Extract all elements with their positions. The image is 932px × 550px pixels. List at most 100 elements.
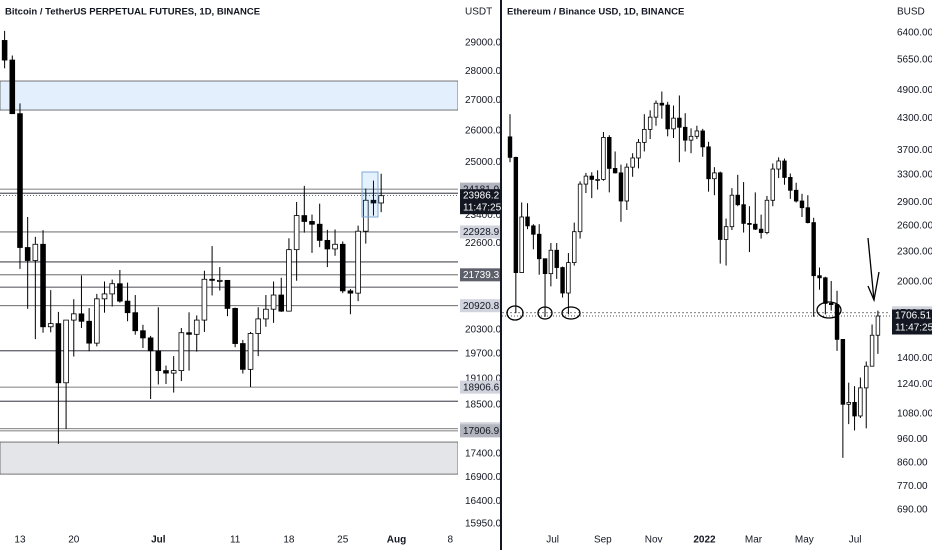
candle-body <box>513 156 519 274</box>
candle-body <box>607 137 612 169</box>
candle-body <box>155 350 162 371</box>
candle-body <box>193 319 200 335</box>
candle-body <box>682 126 688 141</box>
y-tick-label: 3300.00 <box>897 169 932 180</box>
candle-body <box>723 226 729 240</box>
candle-body <box>163 370 169 374</box>
zone <box>0 80 458 111</box>
candle-body <box>117 283 123 302</box>
candle-body <box>286 249 292 312</box>
y-tick-label: 19700.0 <box>465 349 502 360</box>
y-tick-label: 26000.0 <box>465 125 502 136</box>
circle-annotation <box>561 306 581 320</box>
candle-body <box>828 303 834 305</box>
candle-body <box>170 370 177 374</box>
y-tick-label: 1240.00 <box>897 379 932 390</box>
candle-body <box>9 59 16 115</box>
candle-body <box>40 243 46 328</box>
level-label: 22928.9 <box>463 227 500 238</box>
level-label: 17906.9 <box>463 426 500 437</box>
level-label-bg <box>460 225 500 239</box>
candle-body <box>339 243 346 292</box>
candle-body <box>55 323 62 384</box>
x-tick-label: Sep <box>594 535 612 546</box>
candle-body <box>572 231 577 264</box>
candle-body <box>700 130 705 148</box>
arrow-annotation <box>867 237 875 301</box>
zone <box>0 441 458 475</box>
candle-body <box>869 334 875 367</box>
candle-body <box>240 343 246 370</box>
candle-body <box>589 175 594 180</box>
candle-body <box>224 279 231 309</box>
candle-body <box>823 277 828 304</box>
candle-body <box>858 387 863 417</box>
x-tick-label: Jul <box>151 535 166 546</box>
candle-body <box>741 204 746 224</box>
candle-body <box>583 175 589 185</box>
candle-body <box>758 228 764 233</box>
y-tick-label: 16400.0 <box>465 496 502 507</box>
axis-unit: BUSD <box>897 7 925 18</box>
candle-body <box>747 223 752 225</box>
candle-body <box>618 172 624 202</box>
level-label: 18906.6 <box>463 382 500 393</box>
candle-body <box>1 40 8 61</box>
candle-body <box>525 216 530 227</box>
y-tick-label: 15950.0 <box>465 519 502 530</box>
y-tick-label: 16900.0 <box>465 472 502 483</box>
last-price-label: 1706.51 <box>895 311 932 322</box>
candle-body <box>363 199 369 232</box>
candle-body <box>636 141 641 159</box>
candle-body <box>653 102 659 118</box>
candle-body <box>864 365 869 389</box>
y-tick-label: 17400.0 <box>465 449 502 460</box>
candle-body <box>770 168 776 201</box>
circle-annotation <box>506 305 524 321</box>
candle-body <box>764 199 770 233</box>
x-tick-label: 2022 <box>693 535 716 546</box>
candle-body <box>642 128 647 143</box>
candle-body <box>186 332 192 335</box>
candle-body <box>612 168 618 174</box>
y-tick-label: 4300.00 <box>897 113 932 124</box>
candle-body <box>309 221 315 225</box>
candle-body <box>86 320 92 344</box>
candle-body <box>799 200 805 209</box>
highlight-box <box>361 171 379 218</box>
candle-body <box>531 225 536 235</box>
candle-body <box>70 313 77 321</box>
candle-body <box>63 319 69 384</box>
candle-body <box>124 300 131 314</box>
candle-body <box>548 249 554 275</box>
countdown-label: 11:47:25 <box>895 323 932 334</box>
plot <box>502 91 890 458</box>
candle-body <box>536 233 542 260</box>
candle-body <box>577 183 583 233</box>
candle-body <box>47 323 54 328</box>
candle-body <box>694 130 700 137</box>
candle-body <box>78 313 85 322</box>
candle-body <box>270 294 277 310</box>
candle-body <box>301 215 308 222</box>
y-tick-label: 3700.00 <box>897 145 932 156</box>
candle-body <box>811 222 816 277</box>
candle-body <box>782 160 787 178</box>
candle-body <box>209 278 215 281</box>
x-tick-label: Nov <box>645 535 663 546</box>
candle-body <box>140 330 146 339</box>
x-tick-label: 8 <box>448 535 454 546</box>
candle-body <box>753 223 758 230</box>
chart-title: Ethereum / Binance USD, 1D, BINANCE <box>507 7 684 18</box>
candle-body <box>519 216 524 274</box>
candle-body <box>24 247 31 261</box>
candle-body <box>566 262 571 294</box>
y-tick-label: 2000.00 <box>897 277 932 288</box>
candle-body <box>17 113 23 248</box>
level-label: 20920.8 <box>463 301 500 312</box>
chart-title: Bitcoin / TetherUS PERPETUAL FUTURES, 1D… <box>5 7 260 18</box>
candle-body <box>718 172 723 240</box>
candle-body <box>834 304 840 340</box>
candle-body <box>32 243 39 261</box>
arrow-head <box>867 271 880 303</box>
